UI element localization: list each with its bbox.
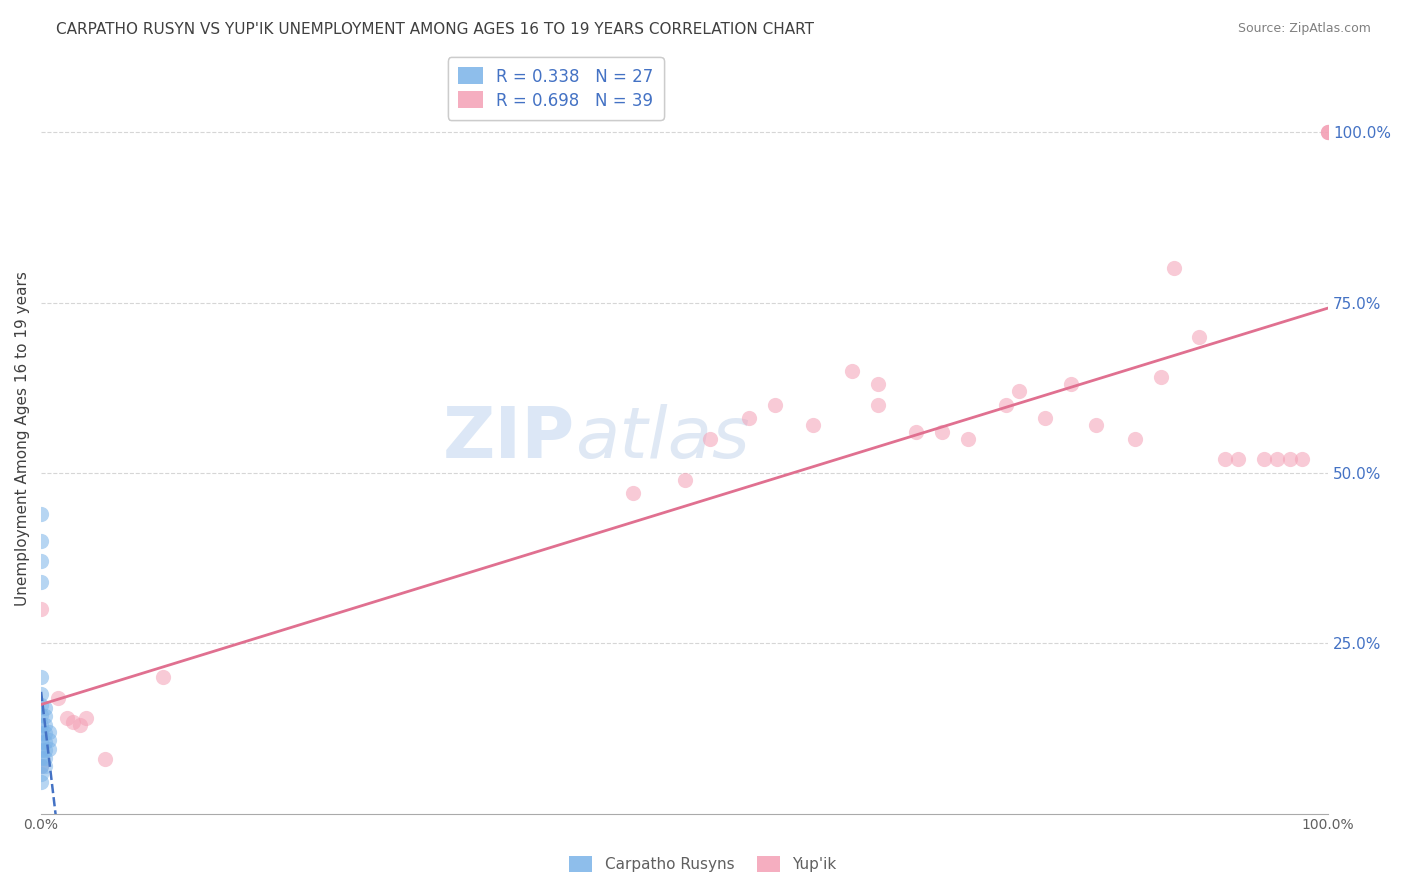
Point [801,418,824,433]
Point [34,743,56,757]
Point [34,759,56,773]
Point [30,707,52,722]
Point [30,759,52,773]
Legend: R = 0.338   N = 27, R = 0.698   N = 39: R = 0.338 N = 27, R = 0.698 N = 39 [449,57,664,120]
Point [30,507,52,521]
Point [30,735,52,749]
Point [1150,370,1173,384]
Point [1085,418,1108,433]
Point [1060,377,1083,392]
Point [30,759,52,773]
Point [1317,125,1340,139]
Point [34,709,56,723]
Point [30,743,52,757]
Point [763,398,786,412]
Point [30,534,52,549]
Point [30,698,52,712]
Point [841,364,863,378]
Point [34,718,56,732]
Point [38,724,60,739]
Point [38,741,60,756]
Point [866,398,889,412]
Point [1317,125,1340,139]
Point [30,602,52,616]
Point [699,432,721,446]
Point [1008,384,1031,398]
Point [38,733,60,747]
Point [956,432,979,446]
Point [995,398,1018,412]
Point [30,687,52,701]
Point [56,711,79,725]
Point [1278,452,1301,467]
Point [1227,452,1250,467]
Point [34,735,56,749]
Point [1317,125,1340,139]
Text: ZIP: ZIP [443,404,575,474]
Point [1213,452,1236,467]
Text: Source: ZipAtlas.com: Source: ZipAtlas.com [1237,22,1371,36]
Point [931,425,953,439]
Y-axis label: Unemployment Among Ages 16 to 19 years: Unemployment Among Ages 16 to 19 years [15,271,30,607]
Point [1033,411,1056,425]
Point [46,690,69,705]
Point [30,750,52,764]
Legend: Carpatho Rusyns, Yup'ik: Carpatho Rusyns, Yup'ik [562,848,844,880]
Point [1253,452,1275,467]
Point [905,425,928,439]
Point [866,377,889,392]
Point [30,718,52,732]
Point [30,726,52,740]
Point [738,411,761,425]
Point [34,750,56,764]
Point [1265,452,1288,467]
Point [1163,261,1185,276]
Point [34,726,56,740]
Point [75,711,97,725]
Text: CARPATHO RUSYN VS YUP'IK UNEMPLOYMENT AMONG AGES 16 TO 19 YEARS CORRELATION CHAR: CARPATHO RUSYN VS YUP'IK UNEMPLOYMENT AM… [56,22,814,37]
Point [69,718,91,732]
Point [621,486,644,500]
Point [34,701,56,715]
Point [1291,452,1313,467]
Point [30,574,52,589]
Point [30,767,52,781]
Point [94,752,117,766]
Point [1123,432,1146,446]
Point [30,670,52,684]
Point [152,670,174,684]
Point [30,554,52,568]
Point [673,473,696,487]
Text: atlas: atlas [575,404,749,474]
Point [1188,329,1211,343]
Point [30,775,52,789]
Point [62,714,84,729]
